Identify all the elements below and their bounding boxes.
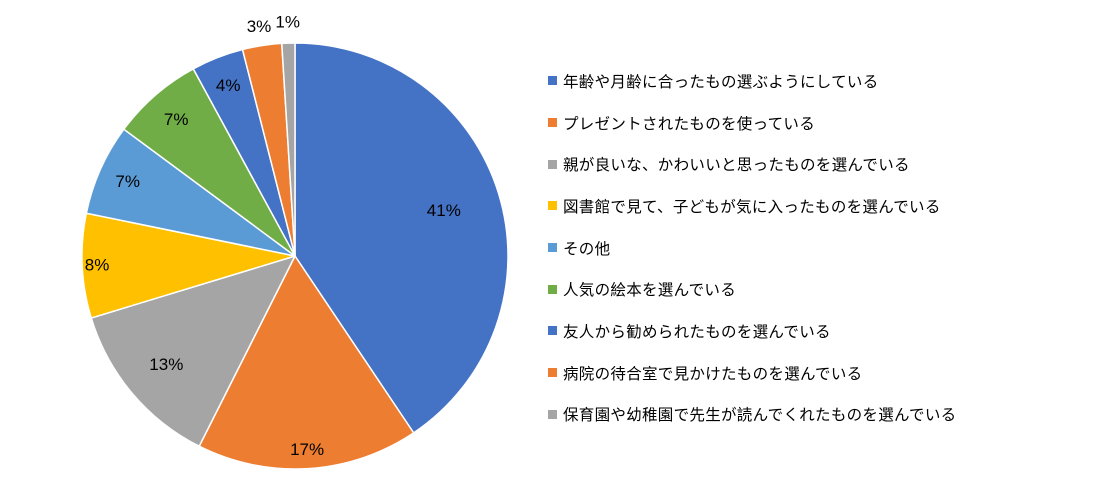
legend-swatch	[548, 368, 557, 378]
slice-data-label: 8%	[85, 256, 110, 275]
legend-item: 病院の待合室で見かけたものを選んでいる	[548, 352, 1093, 394]
legend-item: その他	[548, 227, 1093, 269]
legend-item: 年齢や月齢に合ったもの選ぶようにしている	[548, 60, 1093, 102]
legend-swatch	[548, 409, 557, 419]
slice-data-label: 7%	[164, 110, 189, 129]
pie-slice	[81, 212, 296, 319]
legend-item: 親が良いな、かわいいと思ったものを選んでいる	[548, 143, 1093, 185]
legend-swatch	[548, 159, 557, 169]
legend-label: 保育園や幼稚園で先生が読んでくれたものを選んでいる	[563, 406, 957, 425]
legend-swatch	[548, 284, 557, 294]
legend-label: 年齢や月齢に合ったもの選ぶようにしている	[563, 72, 879, 91]
legend-label: 人気の絵本を選んでいる	[563, 281, 737, 300]
slice-data-label: 1%	[275, 12, 300, 31]
legend-swatch	[548, 76, 557, 86]
slice-data-label: 41%	[427, 201, 461, 220]
pie-slice	[198, 255, 415, 470]
slice-data-label: 13%	[149, 355, 183, 374]
legend-label: 図書館で見て、子どもが気に入ったものを選んでいる	[563, 197, 941, 216]
slice-data-label: 4%	[216, 76, 241, 95]
legend-item: プレゼントされたものを使っている	[548, 102, 1093, 144]
pie-slice	[281, 42, 296, 257]
legend-swatch	[548, 243, 557, 253]
pie-slice	[294, 42, 509, 434]
legend-label: 病院の待合室で見かけたものを選んでいる	[563, 364, 863, 383]
legend-label: その他	[563, 239, 611, 258]
legend-swatch	[548, 118, 557, 128]
slice-data-label: 17%	[290, 440, 324, 459]
slice-data-label: 3%	[247, 17, 272, 36]
legend-item: 友人から勧められたものを選んでいる	[548, 310, 1093, 352]
legend-label: プレゼントされたものを使っている	[563, 114, 816, 133]
legend-label: 友人から勧められたものを選んでいる	[563, 322, 831, 341]
legend-swatch	[548, 326, 557, 336]
legend-label: 親が良いな、かわいいと思ったものを選んでいる	[563, 156, 910, 175]
legend-item: 人気の絵本を選んでいる	[548, 268, 1093, 310]
pie-slice	[90, 255, 296, 447]
legend-swatch	[548, 201, 557, 211]
legend-item: 保育園や幼稚園で先生が読んでくれたものを選んでいる	[548, 394, 1093, 436]
slice-data-label: 7%	[115, 172, 140, 191]
legend-item: 図書館で見て、子どもが気に入ったものを選んでいる	[548, 185, 1093, 227]
legend: 年齢や月齢に合ったもの選ぶようにしている プレゼントされたものを使っている 親が…	[548, 60, 1093, 435]
